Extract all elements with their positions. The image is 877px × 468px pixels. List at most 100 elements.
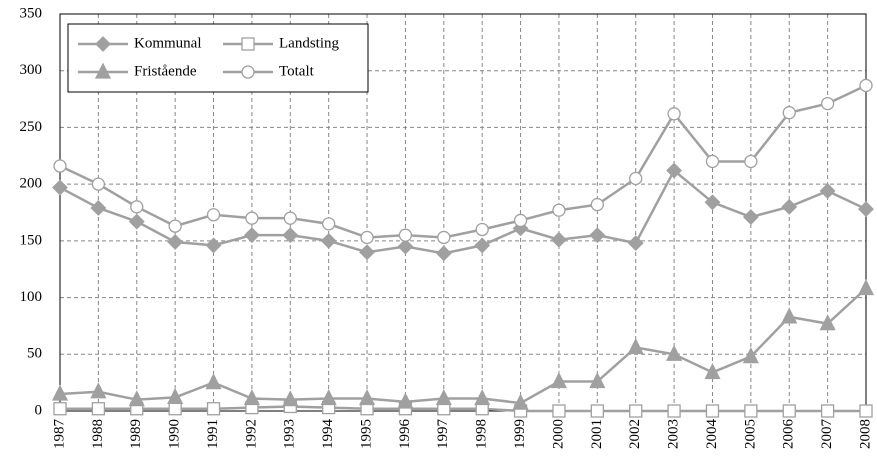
marker-diamond (320, 232, 337, 249)
marker-triangle (128, 390, 145, 407)
x-tick-label: 1991 (205, 419, 221, 449)
marker-square (168, 402, 182, 416)
marker-circle (322, 217, 336, 231)
marker-triangle (358, 389, 376, 406)
marker-triangle (550, 372, 568, 389)
marker-square (705, 404, 720, 418)
marker-diamond (551, 231, 567, 248)
x-tick-label: 1994 (320, 419, 336, 450)
marker-diamond (435, 245, 452, 262)
marker-diamond (90, 200, 107, 216)
marker-diamond (52, 179, 68, 196)
x-tick-label: 1997 (435, 419, 451, 450)
x-tick-label: 2004 (704, 419, 720, 450)
marker-diamond (666, 162, 683, 179)
marker-circle (820, 96, 835, 111)
marker-triangle (320, 389, 337, 406)
marker-triangle (435, 389, 452, 406)
marker-triangle (397, 392, 414, 409)
marker-circle (437, 230, 451, 245)
marker-square (91, 402, 106, 416)
marker-square (629, 404, 643, 418)
marker-circle (859, 78, 873, 93)
legend-label: Landsting (279, 35, 339, 51)
x-tick-label: 2002 (627, 419, 643, 449)
legend-box (67, 23, 369, 93)
y-tick-label: 200 (20, 176, 43, 192)
x-tick-label: 1990 (167, 419, 183, 449)
marker-triangle (474, 389, 491, 406)
marker-circle (360, 230, 374, 245)
marker-triangle (781, 307, 798, 324)
legend-label: Fristående (134, 63, 197, 79)
marker-diamond (704, 194, 721, 211)
x-tick-label: 2008 (857, 419, 873, 449)
marker-square (53, 402, 67, 416)
marker-diamond (167, 234, 184, 250)
marker-diamond (128, 213, 145, 230)
marker-triangle (742, 347, 759, 364)
x-tick-label: 1998 (474, 419, 490, 449)
marker-triangle (205, 373, 222, 390)
marker-diamond (819, 183, 836, 199)
marker-triangle (51, 384, 69, 401)
x-tick-label: 2003 (666, 419, 682, 449)
marker-circle (782, 106, 796, 120)
marker-circle (168, 219, 182, 233)
marker-circle (629, 171, 643, 186)
marker-diamond (205, 237, 222, 254)
y-tick-label: 250 (20, 119, 43, 135)
x-tick-label: 2000 (550, 419, 566, 449)
x-tick-label: 1989 (128, 419, 144, 449)
marker-circle (398, 228, 413, 242)
legend-label: Totalt (279, 63, 315, 79)
marker-diamond (627, 235, 644, 252)
marker-diamond (742, 209, 759, 225)
x-tick-label: 1993 (282, 419, 298, 449)
marker-circle (91, 177, 106, 191)
marker-diamond (781, 198, 798, 215)
marker-diamond (858, 201, 874, 218)
marker-diamond (589, 227, 606, 244)
x-tick-label: 1987 (51, 419, 67, 450)
marker-diamond (282, 227, 299, 244)
series-line (59, 287, 867, 405)
marker-diamond (95, 36, 111, 52)
marker-triangle (90, 382, 107, 399)
marker-circle (53, 159, 67, 173)
marker-circle (206, 208, 221, 222)
marker-circle (241, 65, 255, 79)
marker-triangle (512, 393, 529, 410)
marker-square (552, 404, 566, 418)
marker-square (820, 404, 835, 418)
x-tick-label: 1988 (90, 419, 106, 449)
x-tick-label: 1995 (358, 419, 374, 449)
marker-triangle (857, 279, 875, 296)
marker-triangle (167, 387, 184, 405)
series-line (59, 84, 867, 239)
marker-diamond (474, 237, 491, 254)
marker-circle (475, 222, 489, 237)
marker-square (206, 402, 221, 416)
series-line (59, 168, 867, 255)
marker-diamond (243, 227, 260, 244)
marker-circle (130, 200, 144, 214)
marker-triangle (627, 338, 644, 355)
marker-circle (705, 154, 720, 169)
marker-circle (283, 211, 297, 225)
marker-triangle (282, 390, 299, 407)
marker-triangle (819, 314, 836, 331)
marker-triangle (94, 62, 112, 79)
marker-circle (744, 154, 758, 169)
marker-triangle (243, 389, 260, 406)
marker-circle (552, 203, 566, 217)
y-tick-label: 300 (20, 62, 43, 78)
marker-triangle (704, 362, 721, 380)
legend-label: Kommunal (134, 35, 202, 51)
marker-diamond (397, 238, 414, 255)
marker-triangle (589, 372, 606, 389)
series-line (60, 405, 866, 413)
y-tick-label: 350 (20, 5, 43, 21)
marker-circle (513, 213, 528, 228)
